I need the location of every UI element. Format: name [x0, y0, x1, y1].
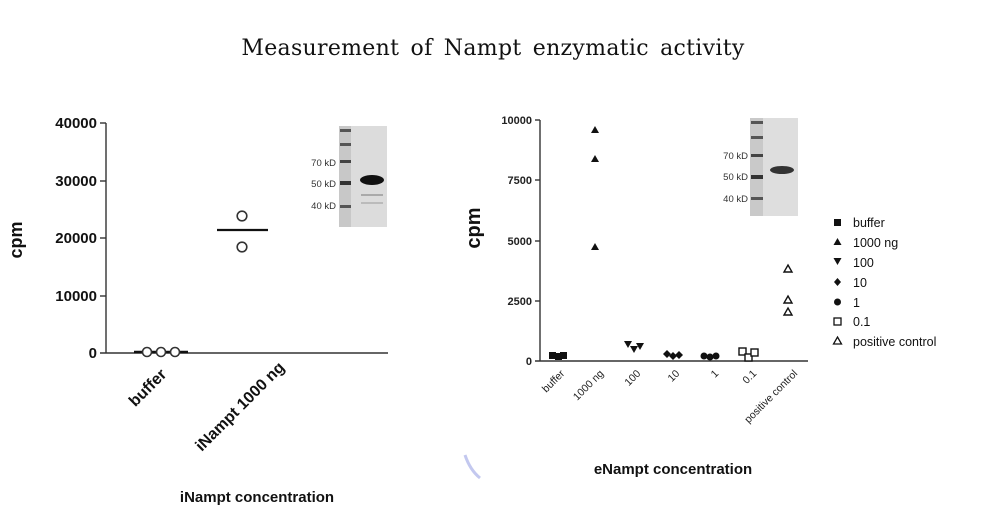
- data-point: [782, 263, 794, 273]
- data-point: [782, 294, 794, 304]
- right-x-label: eNampt concentration: [594, 461, 752, 478]
- left-ytick: 30000: [55, 173, 97, 190]
- gel-label: 50 kD: [311, 179, 336, 190]
- data-point: [700, 352, 708, 360]
- legend-label: buffer: [853, 216, 885, 230]
- right-xcat: 0.1: [740, 368, 759, 387]
- right-ytick: 7500: [508, 175, 532, 187]
- figure-title: Measurement of Nampt enzymatic activity: [241, 36, 745, 61]
- data-point: [624, 341, 632, 348]
- right-xcat: buffer: [540, 367, 568, 395]
- right-ytick: 2500: [508, 296, 532, 308]
- legend-marker-triangle-down: [833, 258, 842, 265]
- legend-label: positive control: [853, 335, 936, 349]
- legend: buffer 1000 ng 100 10 1 0.1 positive con…: [832, 216, 936, 349]
- left-x-label: iNampt concentration: [180, 489, 334, 506]
- gel-label: 50 kD: [723, 172, 748, 183]
- data-point: [706, 353, 714, 361]
- data-point: [236, 241, 248, 253]
- legend-marker-circle: [834, 298, 841, 306]
- legend-marker-open-square: [833, 317, 842, 326]
- left-gel-inset: 70 kD 50 kD 40 kD: [311, 126, 387, 227]
- legend-label: 1000 ng: [853, 236, 898, 250]
- left-ytick: 20000: [55, 230, 97, 247]
- data-point: [744, 353, 753, 362]
- data-point: [750, 348, 759, 357]
- data-point: [236, 210, 248, 222]
- data-point: [155, 346, 167, 358]
- gel-label: 40 kD: [723, 194, 748, 205]
- left-xcat: buffer: [126, 366, 170, 410]
- data-point: [591, 155, 599, 162]
- data-point: [636, 343, 644, 350]
- gel-label: 70 kD: [311, 158, 336, 169]
- left-ytick: 0: [89, 345, 97, 362]
- data-point: [555, 353, 562, 360]
- left-ytick: 40000: [55, 115, 97, 132]
- legend-marker-filled-square: [834, 219, 841, 226]
- left-y-label: cpm: [6, 221, 26, 258]
- data-point: [675, 351, 683, 359]
- legend-label: 10: [853, 276, 867, 290]
- left-xcat: iNampt 1000 ng: [193, 359, 289, 455]
- right-ytick: 10000: [501, 115, 532, 127]
- legend-marker-open-triangle: [832, 335, 843, 345]
- right-chart: 10000 7500 5000 2500 0 cpm bu: [463, 115, 936, 478]
- gel-label: 40 kD: [311, 201, 336, 212]
- gel-label: 70 kD: [723, 151, 748, 162]
- data-point: [669, 352, 677, 360]
- decorative-arc: [463, 454, 481, 480]
- left-ytick: 10000: [55, 288, 97, 305]
- right-xcat: 1: [709, 368, 722, 381]
- data-point: [591, 126, 599, 133]
- right-xcat: 10: [665, 368, 682, 385]
- data-point: [782, 306, 794, 316]
- data-point: [630, 346, 638, 353]
- right-xcat: 100: [622, 368, 643, 389]
- right-y-label: cpm: [463, 207, 485, 248]
- data-point: [560, 352, 567, 359]
- legend-marker-triangle-up: [833, 238, 842, 245]
- right-xcat: 1000 ng: [571, 368, 606, 403]
- legend-marker-diamond: [834, 278, 841, 286]
- right-ytick: 0: [526, 356, 532, 368]
- legend-label: 0.1: [853, 315, 870, 329]
- data-point: [738, 347, 747, 356]
- data-point: [591, 243, 599, 250]
- legend-label: 1: [853, 296, 860, 310]
- right-ytick: 5000: [508, 236, 532, 248]
- legend-label: 100: [853, 256, 874, 270]
- data-point: [169, 346, 181, 358]
- data-point: [141, 346, 153, 358]
- right-gel-inset: 70 kD 50 kD 40 kD: [723, 118, 798, 216]
- left-chart: 40000 30000 20000 10000 0 cpm buffer iNa…: [6, 115, 388, 506]
- data-point: [712, 352, 720, 360]
- data-point: [549, 352, 556, 359]
